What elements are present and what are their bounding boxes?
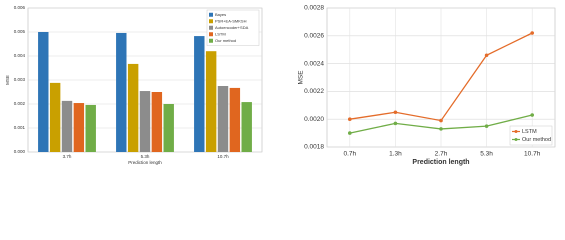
y-tick-label: 0.006 bbox=[14, 5, 26, 10]
bar bbox=[49, 82, 61, 152]
bar bbox=[205, 51, 217, 153]
legend-label: PSR+EA-SMKSH bbox=[215, 18, 247, 23]
x-tick-label: 5.3h bbox=[480, 151, 493, 158]
y-tick-label: 0.0018 bbox=[304, 144, 324, 151]
y-tick-label: 0.0022 bbox=[304, 88, 324, 95]
y-tick-label: 0.0026 bbox=[304, 33, 324, 40]
y-tick-label: 0.0028 bbox=[304, 5, 324, 12]
bar bbox=[61, 100, 73, 152]
point bbox=[439, 118, 443, 123]
point bbox=[393, 110, 398, 115]
point bbox=[484, 124, 489, 128]
legend-swatch bbox=[209, 32, 213, 37]
y-axis-label: MSE bbox=[5, 75, 10, 85]
legend-swatch bbox=[209, 25, 213, 30]
y-tick-label: 0.000 bbox=[14, 149, 26, 154]
x-axis-label: Prediction length bbox=[412, 159, 469, 166]
y-tick-label: 0.001 bbox=[14, 125, 26, 130]
legend-swatch-point bbox=[514, 138, 518, 141]
point bbox=[530, 31, 534, 35]
figure: 0.000 0.001 0.002 0.003 0.004 0.005 0.006 3.7h 5… bbox=[5, 5, 556, 166]
bar bbox=[116, 32, 127, 152]
legend-box bbox=[509, 125, 553, 146]
y-tick-label: 0.003 bbox=[14, 77, 26, 82]
legend-label: LSTM bbox=[522, 129, 537, 135]
bar bbox=[217, 86, 229, 152]
legend-box bbox=[206, 9, 260, 46]
legend-label: Our method bbox=[522, 137, 551, 143]
x-tick-label: 10.7h bbox=[217, 154, 229, 159]
legend-label: Autoencoder+SDA bbox=[215, 25, 249, 30]
x-tick-label: 5.3h bbox=[141, 154, 150, 159]
legend-label: Bayes bbox=[215, 12, 226, 17]
bar bbox=[229, 87, 241, 152]
bar bbox=[194, 36, 205, 152]
legend-swatch bbox=[209, 38, 213, 43]
x-tick-label: 0.7h bbox=[343, 151, 356, 158]
x-tick-label: 1.3h bbox=[389, 151, 402, 158]
legend-label: Our method bbox=[215, 38, 236, 43]
legend-swatch-point bbox=[514, 130, 518, 133]
y-tick-label: 0.004 bbox=[14, 53, 26, 58]
point bbox=[348, 131, 352, 135]
point bbox=[348, 117, 352, 121]
legend-swatch bbox=[209, 12, 213, 17]
y-tick-label: 0.0020 bbox=[304, 116, 324, 123]
bar bbox=[85, 104, 96, 152]
point bbox=[530, 113, 534, 117]
bar bbox=[127, 63, 139, 152]
point bbox=[439, 127, 443, 131]
x-tick-label: 3.7h bbox=[63, 154, 72, 159]
bar bbox=[139, 91, 151, 152]
point bbox=[393, 121, 398, 126]
x-tick-label: 2.7h bbox=[435, 151, 448, 158]
legend-swatch bbox=[209, 19, 213, 24]
bar bbox=[151, 92, 163, 152]
legend-label: LSTM bbox=[215, 31, 226, 36]
x-axis-label: Prediction length bbox=[128, 160, 162, 165]
bar bbox=[163, 104, 174, 152]
bar bbox=[38, 32, 49, 152]
y-axis-label: MSE bbox=[298, 70, 305, 85]
bar bbox=[73, 103, 85, 152]
x-tick-label: 10.7h bbox=[524, 151, 541, 158]
y-tick-label: 0.005 bbox=[14, 29, 26, 34]
bar bbox=[241, 102, 252, 152]
point bbox=[484, 53, 489, 58]
y-tick-label: 0.002 bbox=[14, 101, 26, 106]
y-tick-label: 0.0024 bbox=[304, 60, 324, 67]
